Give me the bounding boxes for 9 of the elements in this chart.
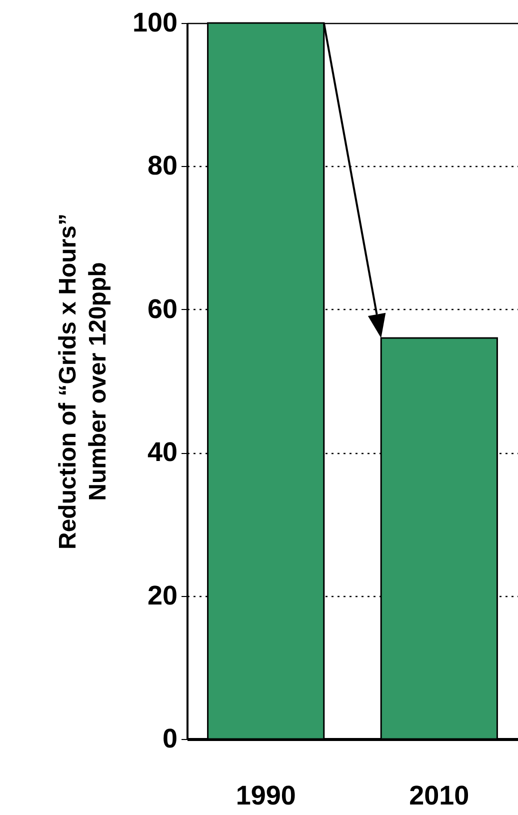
y-tick-label: 40: [147, 437, 178, 468]
y-tick-label: 0: [162, 724, 178, 754]
y-tick-label: 100: [132, 8, 178, 38]
x-tick-label: 1990: [236, 780, 296, 810]
x-tick-label: 2010: [409, 780, 470, 810]
y-axis-title: Reduction of “Grids x Hours” Number over 120ppb: [54, 213, 112, 550]
y-tick-label: 20: [147, 580, 178, 610]
y-tick-label: 80: [147, 150, 178, 181]
y-tick-label: 60: [147, 294, 178, 324]
